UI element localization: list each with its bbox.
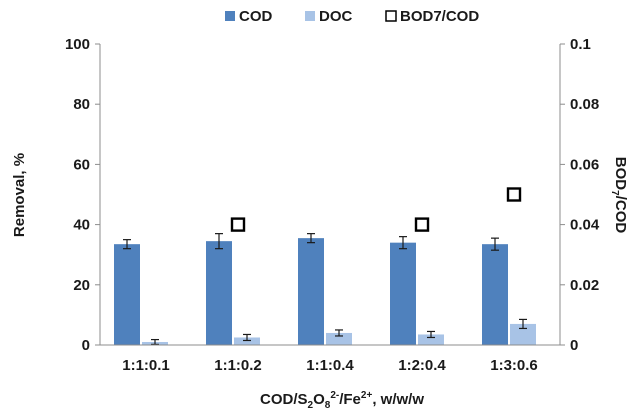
cod-bar [206, 241, 232, 345]
right-tick-label: 0.04 [570, 217, 600, 234]
right-tick-label: 0.02 [570, 277, 599, 294]
y-axis-right-label: BOD7/COD [609, 157, 629, 234]
doc-bar [234, 337, 260, 345]
legend-label: DOC [319, 8, 353, 25]
right-tick-label: 0.06 [570, 156, 599, 173]
doc-bar [510, 323, 536, 345]
y-axis-left-label: Removal, % [11, 153, 28, 237]
legend: COD DOC BOD7/COD [225, 8, 479, 25]
bod7-cod-marker [414, 217, 430, 232]
x-axis-label-part: 8 [325, 400, 331, 411]
legend-swatch-doc [305, 11, 315, 21]
left-tick-label: 60 [73, 156, 90, 173]
doc-bar [418, 334, 444, 345]
x-axis-label-part: 2 [308, 400, 314, 411]
cod-bar [298, 238, 324, 345]
y-axis-right-label-part: /COD [612, 196, 629, 234]
left-tick-label: 100 [65, 36, 90, 53]
left-tick-label: 0 [82, 337, 90, 354]
x-tick-label: 1:1:0.2 [214, 357, 262, 374]
bars [114, 233, 536, 345]
cod-bar [390, 242, 416, 345]
doc-bar [326, 332, 352, 345]
markers [230, 187, 522, 232]
right-tick-label: 0.08 [570, 96, 599, 113]
x-axis-label: COD/S2O82-/Fe2+, w/w/w [260, 390, 424, 411]
right-tick-label: 0 [570, 337, 578, 354]
x-tick-label: 1:1:0.4 [306, 357, 354, 374]
left-y-axis: 0 20 40 60 80 100 [65, 36, 101, 354]
x-tick-label: 1:1:0.1 [122, 357, 170, 374]
y-axis-right-label-part: 7 [609, 190, 620, 196]
x-axis-label-part: /Fe [339, 391, 361, 408]
bod7-cod-marker [230, 217, 246, 232]
left-tick-label: 80 [73, 96, 90, 113]
y-axis-right-label-part: BOD [612, 157, 629, 191]
legend-swatch-bod7-cod [385, 10, 397, 22]
bod7-cod-marker [506, 187, 522, 202]
right-y-axis: 0 0.02 0.04 0.06 0.08 0.1 [559, 36, 600, 354]
x-axis-label-part: O [313, 391, 325, 408]
legend-label: COD [239, 8, 273, 25]
cod-bar [114, 244, 140, 345]
legend-swatch-cod [225, 11, 235, 21]
legend-label: BOD7/COD [400, 8, 479, 25]
left-tick-label: 40 [73, 217, 90, 234]
x-axis: 1:1:0.1 1:1:0.2 1:1:0.4 1:2:0.4 1:3:0.6 [100, 344, 560, 374]
x-tick-label: 1:2:0.4 [398, 357, 446, 374]
x-axis-label-part: 2+ [361, 390, 373, 401]
left-tick-label: 20 [73, 277, 90, 294]
x-axis-label-part: COD/S [260, 391, 308, 408]
right-tick-label: 0.1 [570, 36, 591, 53]
x-axis-label-part: , w/w/w [372, 391, 424, 408]
x-axis-label-part: 2- [330, 390, 339, 401]
x-tick-label: 1:3:0.6 [490, 357, 538, 374]
cod-bar [482, 244, 508, 345]
